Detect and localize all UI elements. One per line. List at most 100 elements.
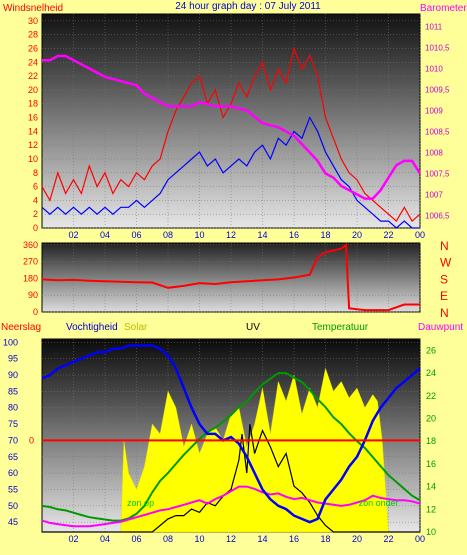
gust-line bbox=[41, 46, 421, 223]
x-tick-label: 22 bbox=[383, 230, 393, 240]
compass-letter: E bbox=[440, 289, 448, 303]
wind-y-tick-label: 14 bbox=[28, 126, 38, 136]
wind-y-tick-label: 6 bbox=[33, 182, 38, 192]
legend-item: Vochtigheid bbox=[66, 322, 118, 333]
x-tick-label: 04 bbox=[100, 230, 110, 240]
x-tick-label: 16 bbox=[289, 230, 299, 240]
wind-y-tick-label: 20 bbox=[28, 85, 38, 95]
wind-line bbox=[41, 116, 420, 229]
humidity-y-ticks: 45 50 55 60 65 70 75 80 85 90 95 100 0 bbox=[3, 337, 34, 527]
wind-y-tick-label: 16 bbox=[28, 113, 38, 123]
x-tick-label: 06 bbox=[131, 230, 141, 240]
humidity-y-tick-label: 55 bbox=[8, 484, 18, 494]
barometer-y-tick-label: 1010 bbox=[425, 65, 443, 74]
temperature-y-tick-label: 12 bbox=[426, 504, 436, 514]
x-tick-label: 04 bbox=[100, 534, 110, 544]
humidity-y-tick-label: 80 bbox=[8, 403, 18, 413]
barometer-y-tick-label: 1007 bbox=[425, 190, 443, 199]
wind-y-tick-label: 30 bbox=[28, 16, 38, 26]
x-tick-label: 00 bbox=[415, 534, 425, 544]
compass-letter: N bbox=[440, 306, 449, 320]
barometer-y-tick-label: 1009 bbox=[425, 107, 443, 116]
x-tick-label: 18 bbox=[320, 534, 330, 544]
x-tick-label: 14 bbox=[257, 534, 267, 544]
wind-y-tick-label: 24 bbox=[28, 57, 38, 67]
wind-y-tick-label: 26 bbox=[28, 44, 38, 54]
x-tick-label: 22 bbox=[383, 534, 393, 544]
temperature-y-tick-label: 26 bbox=[426, 345, 436, 355]
humidity-y-tick-label: 95 bbox=[8, 354, 18, 364]
x-tick-label: 12 bbox=[226, 534, 236, 544]
x-tick-label: 20 bbox=[352, 230, 362, 240]
direction-y-ticks: 0 90 180 270 360 bbox=[23, 240, 38, 317]
x-tick-label: 02 bbox=[68, 230, 78, 240]
humidity-line bbox=[41, 344, 421, 524]
temperature-y-tick-label: 10 bbox=[426, 527, 436, 537]
direction-line bbox=[41, 242, 420, 312]
x-tick-label: 12 bbox=[226, 230, 236, 240]
compass-letter: W bbox=[440, 256, 452, 270]
direction-y-tick-label: 90 bbox=[28, 290, 38, 300]
legend-item: Neerslag bbox=[1, 322, 41, 333]
barometer-line bbox=[42, 54, 422, 200]
x-tick-label: 08 bbox=[163, 230, 173, 240]
direction-y-tick-label: 360 bbox=[23, 240, 38, 250]
climate-panel: Neerslag Vochtigheid Solar UV Temperatuur Dau… bbox=[1, 322, 463, 544]
wind-y-tick-label: 18 bbox=[28, 99, 38, 109]
legend-item: UV bbox=[246, 322, 260, 333]
x-tick-label: 08 bbox=[163, 534, 173, 544]
x-tick-label: 06 bbox=[131, 534, 141, 544]
barometer-axis-label: Barometer bbox=[420, 3, 467, 14]
humidity-y-tick-label: 45 bbox=[8, 517, 18, 527]
temperature-y-tick-label: 20 bbox=[426, 413, 436, 423]
compass-letter: N bbox=[440, 239, 449, 253]
temperature-y-tick-label: 18 bbox=[426, 436, 436, 446]
barometer-y-ticks: 1006,5 1007 1007,5 1008 1008,5 1009 1009,5 1010… bbox=[425, 23, 450, 221]
x-tick-label: 20 bbox=[352, 534, 362, 544]
wind-x-ticks: 02 04 06 08 10 12 14 16 18 20 22 00 bbox=[68, 230, 425, 240]
direction-y-tick-label: 180 bbox=[23, 273, 38, 283]
direction-y-tick-label: 270 bbox=[23, 257, 38, 267]
temperature-y-tick-label: 24 bbox=[426, 368, 436, 378]
wind-axis-label: Windsnelheid bbox=[3, 3, 63, 14]
legend-item: Solar bbox=[124, 322, 148, 333]
wind-y-tick-label: 4 bbox=[33, 195, 38, 205]
x-tick-label: 00 bbox=[415, 230, 425, 240]
wind-y-tick-label: 28 bbox=[28, 30, 38, 40]
barometer-y-tick-label: 1009,5 bbox=[425, 86, 450, 95]
legend-item: Temperatuur bbox=[312, 322, 369, 333]
direction-series bbox=[41, 242, 420, 312]
temperature-y-tick-label: 14 bbox=[426, 482, 436, 492]
humidity-y-tick-label: 85 bbox=[8, 386, 18, 396]
x-tick-label: 02 bbox=[68, 534, 78, 544]
wind-series bbox=[41, 46, 422, 229]
climate-legend: Neerslag Vochtigheid Solar UV Temperatuur Dau… bbox=[1, 322, 463, 333]
barometer-y-tick-label: 1010,5 bbox=[425, 44, 450, 53]
x-tick-label: 10 bbox=[194, 230, 204, 240]
climate-x-ticks: 02 04 06 08 10 12 14 16 18 20 22 00 bbox=[68, 534, 425, 544]
dewpoint-line bbox=[41, 485, 421, 528]
wind-y-tick-label: 10 bbox=[28, 154, 38, 164]
wind-y-tick-label: 2 bbox=[33, 209, 38, 219]
x-tick-label: 16 bbox=[289, 534, 299, 544]
barometer-y-tick-label: 1011 bbox=[425, 23, 443, 32]
humidity-y-tick-label: 70 bbox=[8, 435, 18, 445]
barometer-y-tick-label: 1006,5 bbox=[425, 211, 450, 220]
humidity-y-tick-label: 90 bbox=[8, 370, 18, 380]
x-tick-label: 14 bbox=[257, 230, 267, 240]
sunset-label: zon onder bbox=[359, 498, 399, 508]
temperature-y-tick-label: 22 bbox=[426, 391, 436, 401]
chart-title: 24 hour graph day : 07 July 2011 bbox=[175, 1, 321, 12]
solar-area bbox=[42, 367, 420, 533]
sunrise-label: zon op bbox=[127, 498, 154, 508]
direction-y-tick-label: 0 bbox=[33, 307, 38, 317]
direction-plot-area bbox=[41, 242, 421, 313]
climate-series bbox=[41, 344, 421, 533]
x-tick-label: 18 bbox=[320, 230, 330, 240]
wind-y-tick-label: 0 bbox=[33, 223, 38, 233]
wind-y-tick-label: 12 bbox=[28, 140, 38, 150]
